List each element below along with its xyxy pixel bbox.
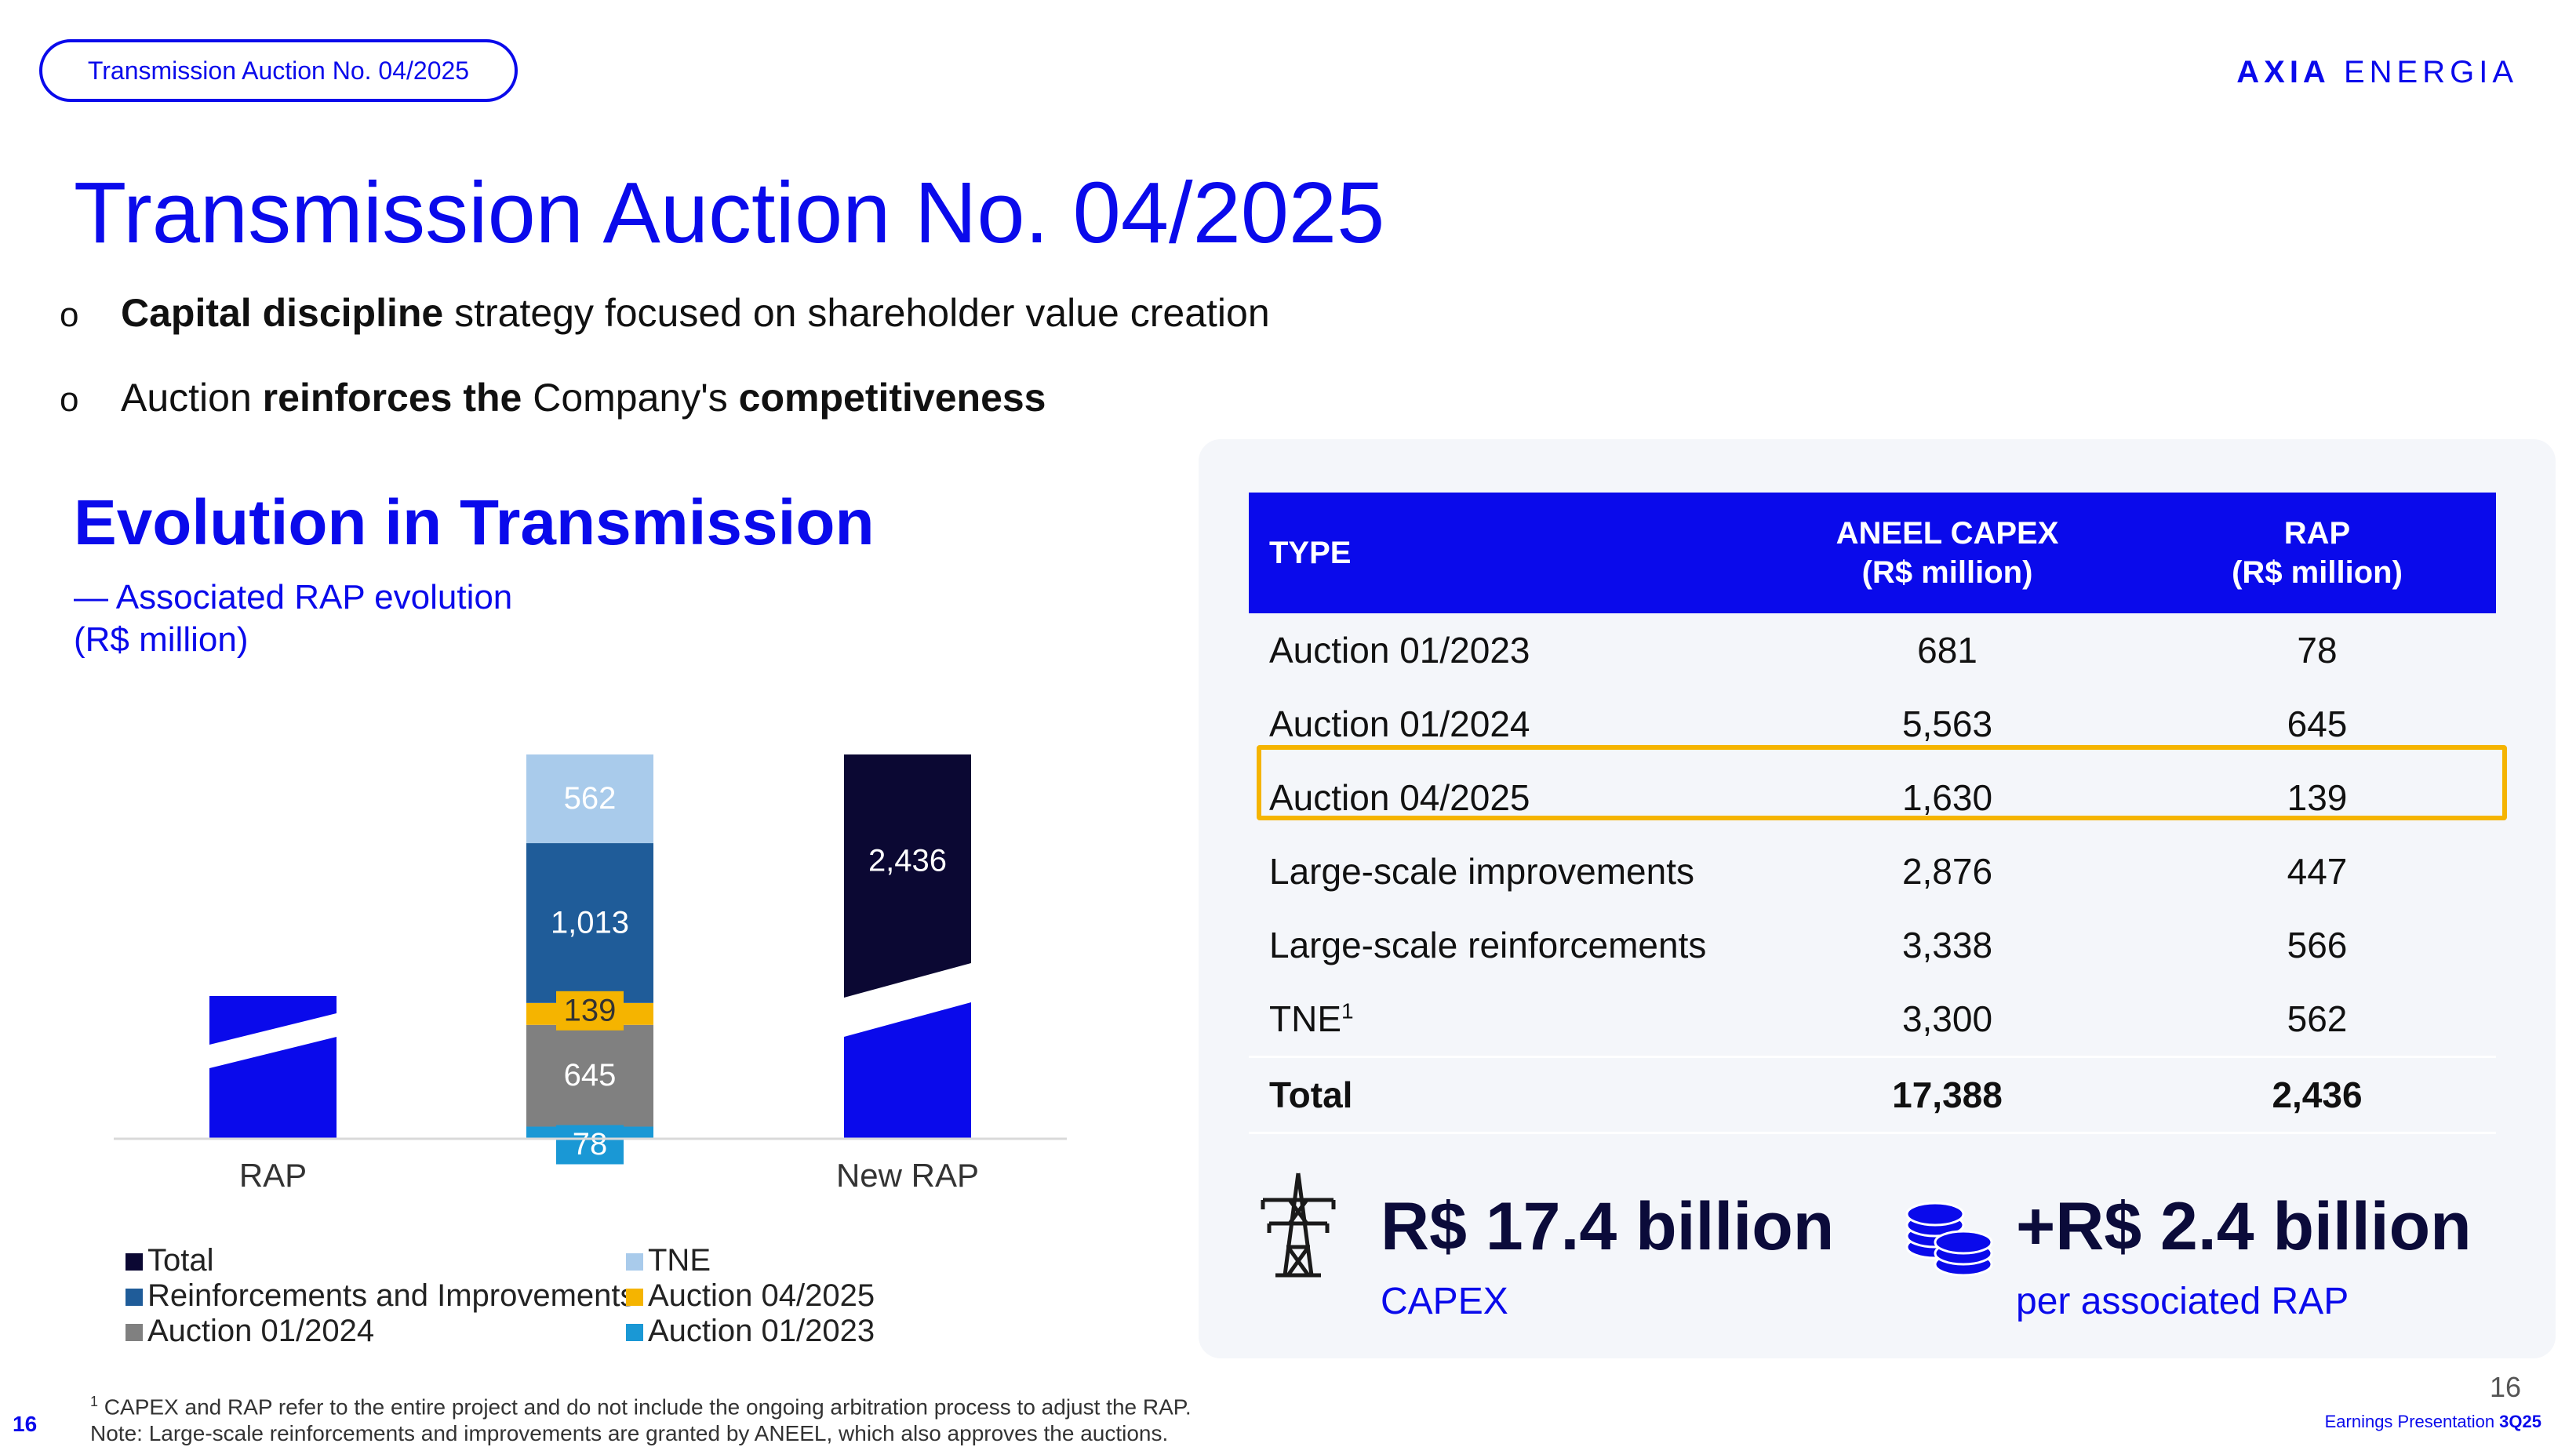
section-title: Evolution in Transmission	[74, 487, 875, 558]
header-type: TYPE	[1249, 493, 1756, 613]
section-note-line1: — Associated RAP evolution	[74, 578, 513, 616]
table-row-total: Total 17,388 2,436	[1249, 1056, 2496, 1134]
kpi-capex-label: CAPEX	[1381, 1281, 1508, 1322]
bullet-2-text-b: Company's	[522, 376, 739, 420]
section-pill: Transmission Auction No. 04/2025	[39, 39, 518, 102]
coins-icon	[1905, 1202, 1993, 1277]
kpi-rap-value: +R$ 2.4 billion	[2016, 1189, 2472, 1264]
table-row: TNE1 3,300 562	[1269, 998, 2348, 1039]
bullet-1: o Capital discipline strategy focused on …	[60, 290, 1270, 336]
table-row-highlighted: Auction 04/2025 1,630 139	[1269, 777, 2348, 818]
data-label-auction-01-2023: 78	[573, 1127, 608, 1162]
bar-new-rap-base	[844, 1002, 971, 1139]
bar-total	[844, 754, 971, 998]
page-title: Transmission Auction No. 04/2025	[74, 165, 1385, 261]
table-row: Auction 01/2024 5,563 645	[1269, 704, 2348, 744]
x-tick-label-new-rap: New RAP	[836, 1157, 979, 1194]
brand-logo-light: ENERGIA	[2343, 55, 2518, 89]
brand-logo: AXIA ENERGIA	[2236, 55, 2518, 90]
bullet-marker-icon: o	[60, 380, 79, 419]
legend-item-auction-01-2024: Auction 01/2024	[126, 1314, 374, 1349]
legend-item-reinforcements: Reinforcements and Improvements	[126, 1278, 636, 1314]
legend-item-tne: TNE	[626, 1243, 711, 1278]
data-label-tne: 562	[564, 781, 617, 816]
bar-rap-upper	[209, 996, 337, 1045]
auction-table: TYPE ANEEL CAPEX (R$ million) RAP (R$ mi…	[1249, 493, 2496, 1134]
bullet-1-text: strategy focused on shareholder value cr…	[443, 291, 1270, 335]
earnings-footer: Earnings Presentation 3Q25	[2324, 1412, 2541, 1431]
kpi-rap-label: per associated RAP	[2016, 1281, 2349, 1322]
section-note-line2: (R$ million)	[74, 620, 249, 659]
section-pill-label: Transmission Auction No. 04/2025	[87, 56, 470, 85]
bullet-2-bold-b: competitiveness	[738, 376, 1046, 420]
brand-logo-strong: AXIA	[2236, 55, 2330, 89]
bar-tne	[526, 754, 653, 844]
bullet-marker-icon: o	[60, 296, 79, 334]
data-label-total: 2,436	[868, 844, 947, 878]
bullet-2: o Auction reinforces the Company's compet…	[60, 375, 1046, 420]
legend-item-auction-01-2023: Auction 01/2023	[626, 1314, 875, 1349]
kpi-capex-value: R$ 17.4 billion	[1381, 1189, 1835, 1264]
bullet-2-text-a: Auction	[121, 376, 263, 420]
page-number-right: 16	[2489, 1371, 2521, 1403]
table-header-row: TYPE ANEEL CAPEX (R$ million) RAP (R$ mi…	[1249, 493, 2496, 613]
section-note: — Associated RAP evolution (R$ million)	[74, 576, 512, 661]
data-label-auction-04-2025: 139	[564, 993, 617, 1027]
bar-reinforcements	[526, 843, 653, 1003]
transmission-tower-icon	[1261, 1173, 1336, 1278]
data-label-auction-04-2025-box	[556, 991, 624, 1031]
page-number-left: 16	[13, 1412, 38, 1436]
data-label-auction-01-2024: 645	[564, 1058, 617, 1093]
bar-auction-01-2024	[526, 1024, 653, 1127]
highlight-box	[1257, 745, 2507, 820]
table-row: Auction 01/2023 681 78	[1269, 630, 2338, 671]
bar-rap-lower	[209, 1037, 337, 1139]
bullet-2-bold-a: reinforces the	[262, 376, 522, 420]
footnote-1: 1 CAPEX and RAP refer to the entire proj…	[90, 1394, 1192, 1420]
table-row: Large-scale reinforcements 3,338 566	[1269, 925, 2348, 965]
legend-item-total: Total	[126, 1243, 214, 1278]
rap-evolution-chart: 78 645 139 1,013 562 2,436 RAP New RAP	[114, 754, 1067, 1194]
data-label-auction-01-2023-box	[556, 1125, 624, 1165]
data-label-reinforcements: 1,013	[551, 905, 629, 940]
bullet-1-bold: Capital discipline	[121, 291, 444, 335]
table-row: Large-scale improvements 2,876 447	[1269, 851, 2348, 892]
footnotes: 1 CAPEX and RAP refer to the entire proj…	[90, 1388, 1192, 1447]
legend-item-auction-04-2025: Auction 04/2025	[626, 1278, 875, 1314]
header-capex: ANEEL CAPEX (R$ million)	[1756, 493, 2138, 613]
header-rap: RAP (R$ million)	[2138, 493, 2496, 613]
x-tick-label-rap: RAP	[239, 1157, 307, 1194]
footnote-2: Note: Large-scale reinforcements and imp…	[90, 1421, 1169, 1446]
